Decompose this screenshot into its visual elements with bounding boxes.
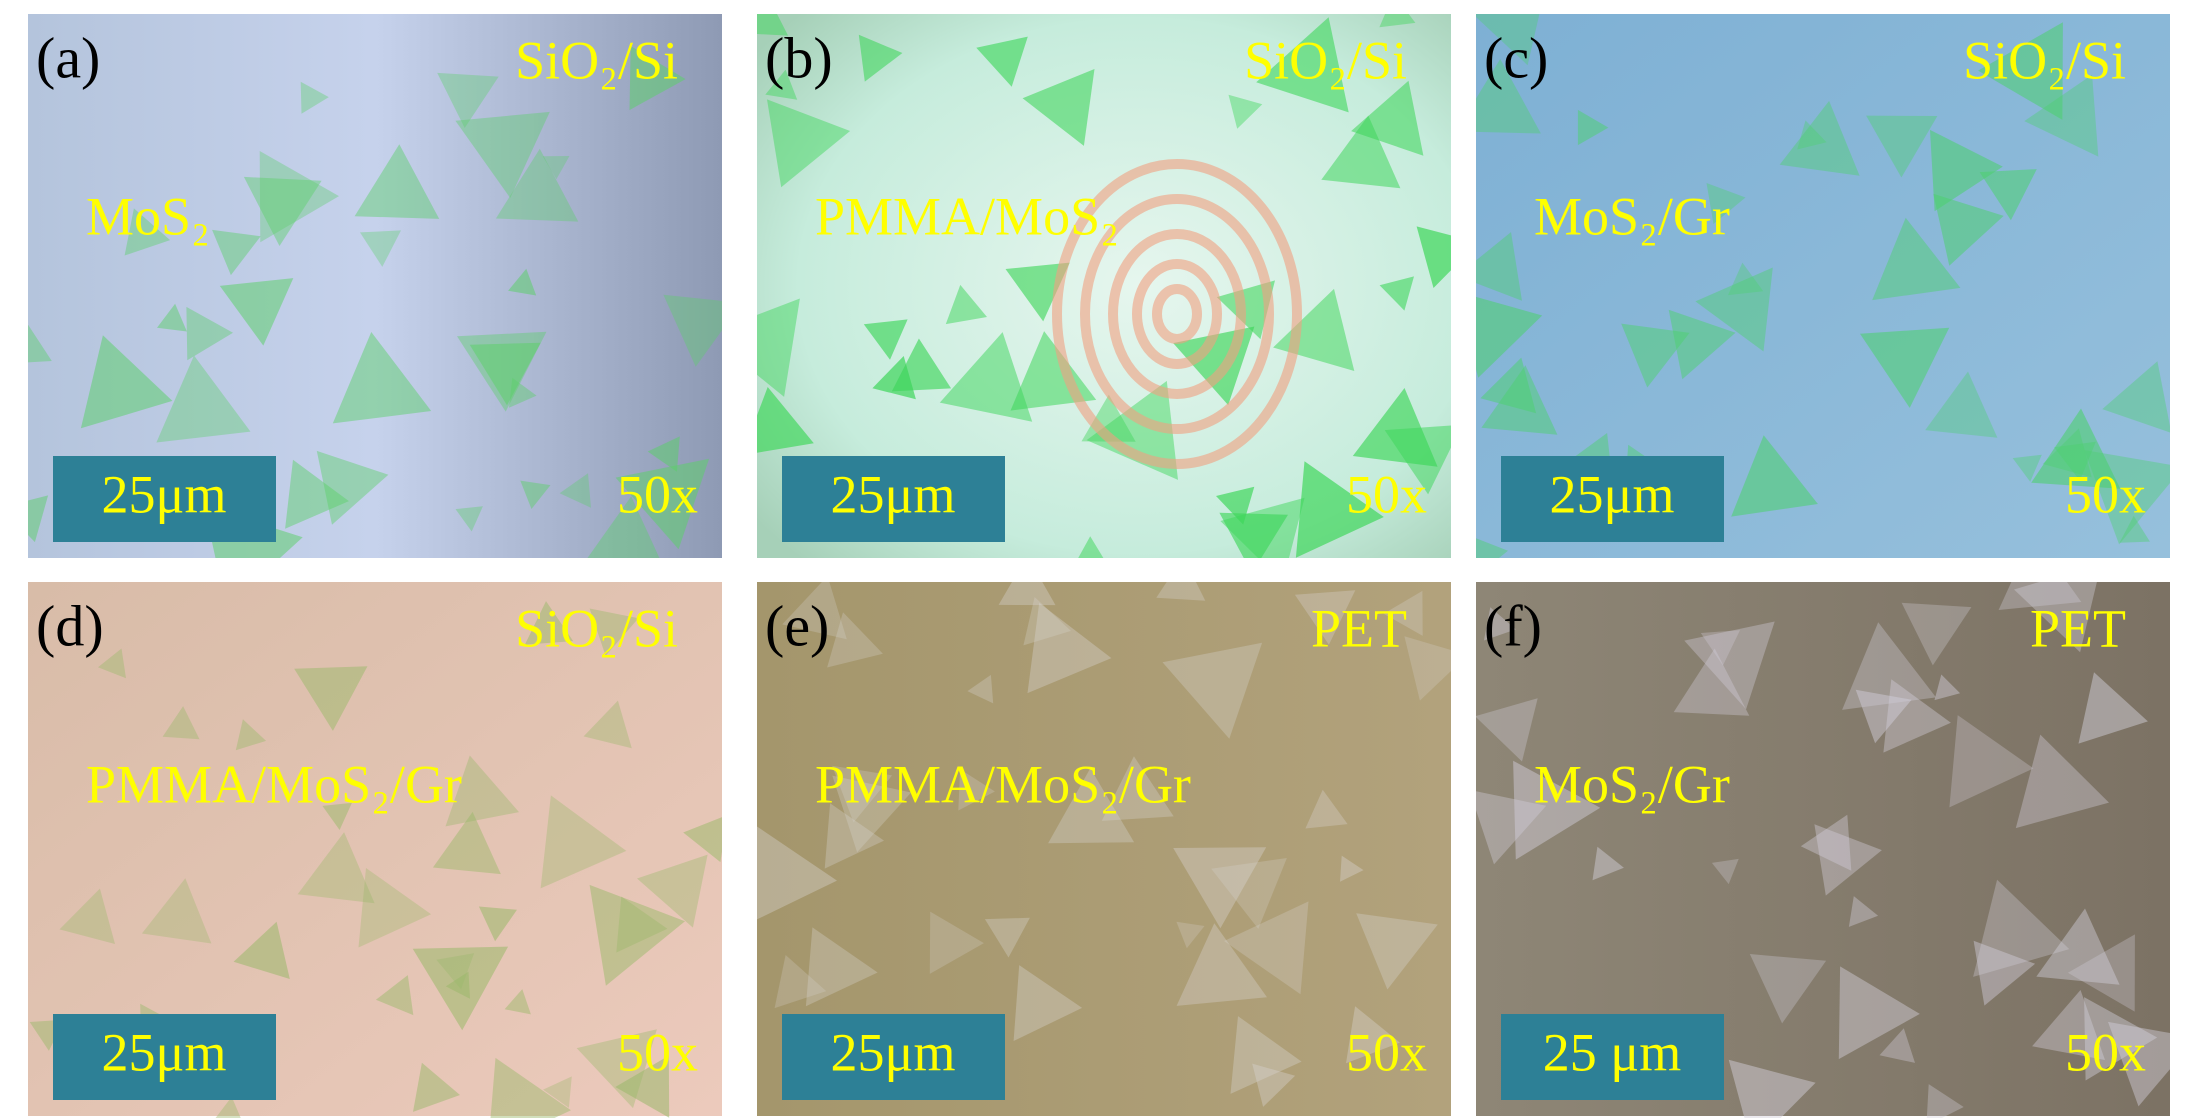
panel-label: (b) <box>765 25 833 90</box>
substrate-label: SiO₂/Si <box>1963 30 2126 90</box>
page: (a) SiO₂/Si MoS₂ 25μm 50x (b) SiO₂/Si PMMA/MoS₂… <box>0 0 2187 1118</box>
sample-label: MoS₂/Gr <box>1534 754 1730 814</box>
panel: (f) PET MoS₂/Gr 25 μm 50x <box>1469 534 2187 1118</box>
scale-bar-label: 25μm <box>831 1022 956 1082</box>
sample-label: MoS₂ <box>86 186 210 246</box>
scale-bar-label: 25 μm <box>1543 1022 1681 1082</box>
panel: (e) PET PMMA/MoS₂/Gr 25μm 50x <box>749 556 1468 1116</box>
flake <box>1379 0 1415 27</box>
magnification: 50x <box>617 1022 698 1082</box>
panel: (a) SiO₂/Si MoS₂ 25μm 50x <box>1 14 742 607</box>
sample-label: MoS₂/Gr <box>1534 186 1730 246</box>
scale-bar-label: 25μm <box>102 1022 227 1082</box>
scale-bar-label: 25μm <box>831 464 956 524</box>
magnification: 50x <box>2065 464 2146 524</box>
figure: (a) SiO₂/Si MoS₂ 25μm 50x (b) SiO₂/Si PMMA/MoS₂… <box>0 0 2187 1118</box>
substrate-label: SiO₂/Si <box>515 30 678 90</box>
substrate-label: SiO₂/Si <box>515 598 678 658</box>
sample-label: PMMA/MoS₂/Gr <box>86 754 462 814</box>
scale-bar-label: 25μm <box>102 464 227 524</box>
panel-label: (a) <box>36 25 100 90</box>
magnification: 50x <box>1346 1022 1427 1082</box>
magnification: 50x <box>1346 464 1427 524</box>
flake <box>999 556 1056 605</box>
flake <box>1156 557 1205 601</box>
panel-label: (c) <box>1484 25 1548 90</box>
panel: (d) SiO₂/Si PMMA/MoS₂/Gr 25μm 50x <box>28 582 727 1118</box>
panel-label: (d) <box>36 593 104 658</box>
sample-label: PMMA/MoS₂ <box>815 186 1119 246</box>
panel: (c) SiO₂/Si MoS₂/Gr 25μm 50x <box>1456 0 2183 577</box>
substrate-label: SiO₂/Si <box>1244 30 1407 90</box>
substrate-label: PET <box>2030 598 2126 658</box>
scale-bar-label: 25μm <box>1550 464 1675 524</box>
substrate-label: PET <box>1311 598 1407 658</box>
panel-label: (e) <box>765 593 829 658</box>
magnification: 50x <box>2065 1022 2146 1082</box>
magnification: 50x <box>617 464 698 524</box>
sample-label: PMMA/MoS₂/Gr <box>815 754 1191 814</box>
panel-label: (f) <box>1484 593 1542 658</box>
panel: (b) SiO₂/Si PMMA/MoS₂ 25μm 50x <box>707 0 1479 582</box>
